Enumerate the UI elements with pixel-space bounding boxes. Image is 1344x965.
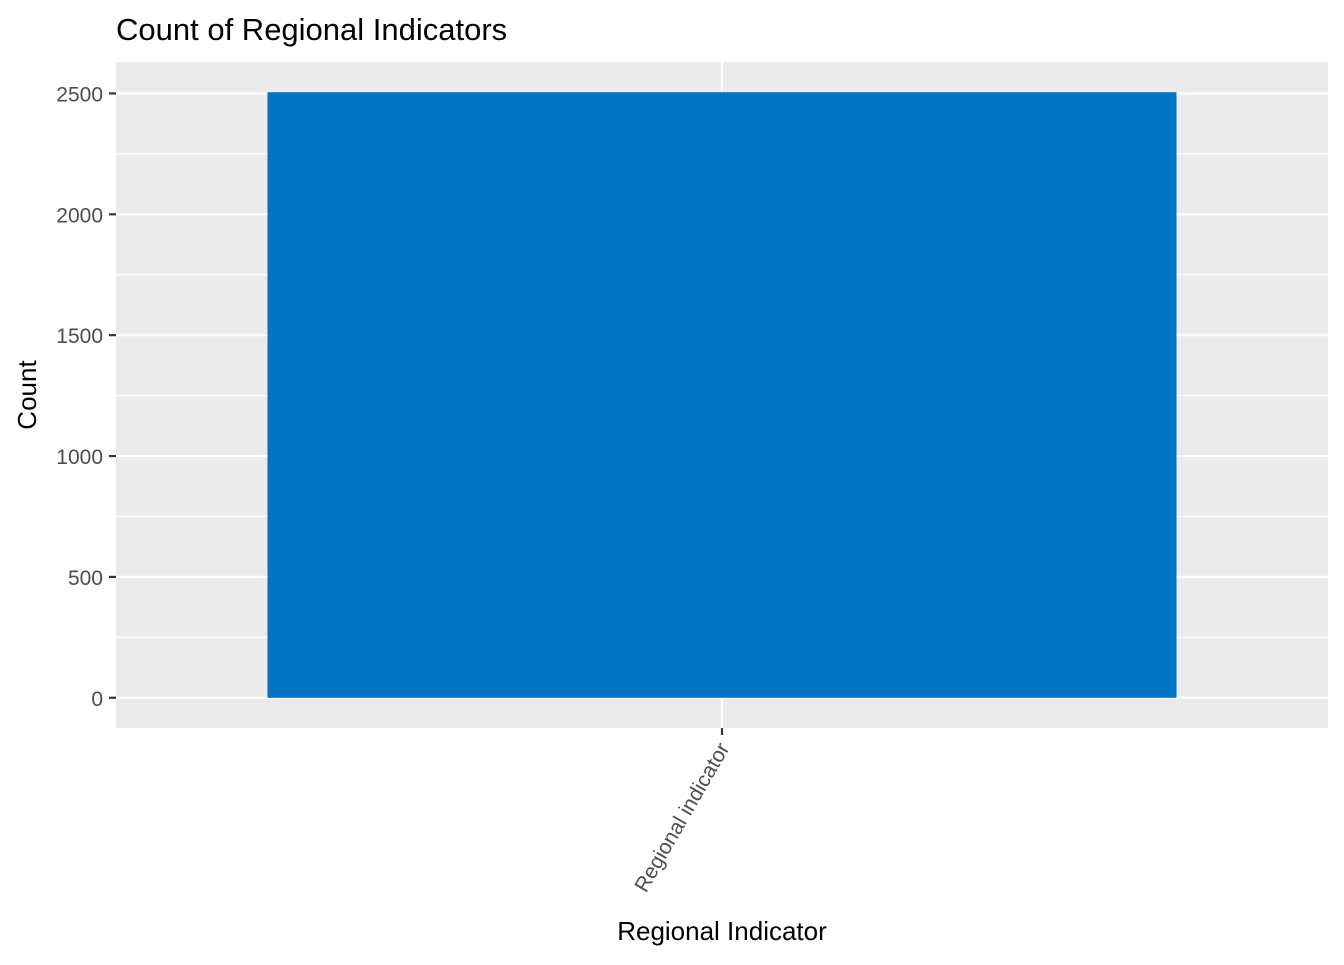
- chart-title: Count of Regional Indicators: [116, 12, 507, 47]
- bar: [267, 92, 1177, 698]
- y-tick-label: 2000: [56, 204, 103, 227]
- x-axis-label: Regional Indicator: [617, 916, 827, 946]
- y-tick-label: 2500: [56, 83, 103, 106]
- y-axis-label: Count: [12, 360, 42, 430]
- y-tick-label: 0: [91, 688, 103, 711]
- y-tick-label: 1500: [56, 325, 103, 348]
- x-axis: Regional indicator: [630, 728, 734, 896]
- y-tick-label: 1000: [56, 446, 103, 469]
- y-axis: 0 500 1000 1500 2000 2500: [56, 83, 116, 711]
- y-tick-label: 500: [68, 567, 103, 590]
- x-tick-label: Regional indicator: [630, 739, 734, 896]
- bars: [267, 92, 1177, 698]
